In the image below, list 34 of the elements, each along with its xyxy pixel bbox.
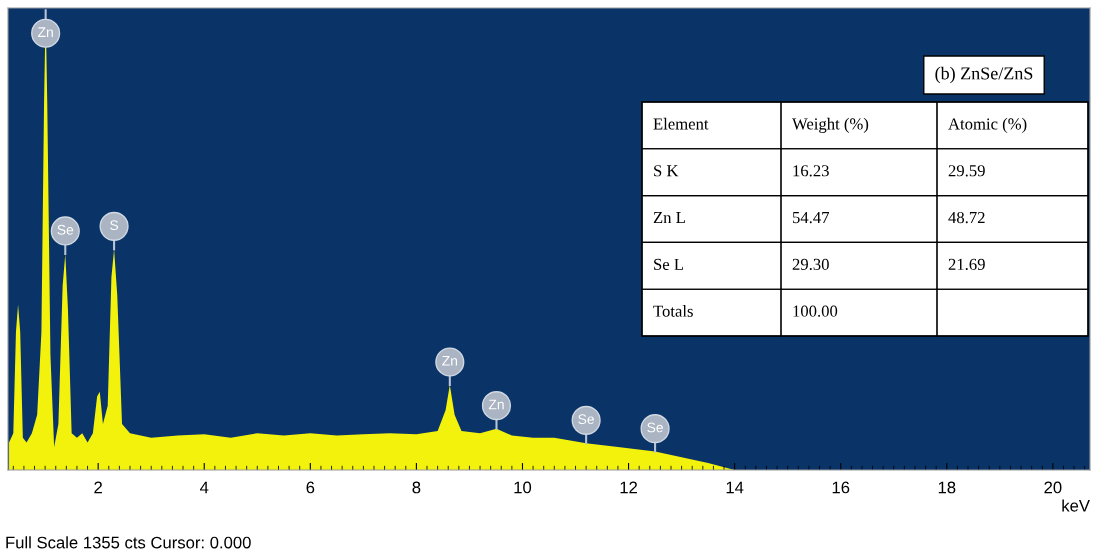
annotation: 16.23 bbox=[793, 165, 829, 177]
x-tick-label: 4 bbox=[199, 481, 209, 494]
x-tick-label: 8 bbox=[412, 481, 421, 494]
annotation: 100.00 bbox=[793, 305, 838, 317]
annotation: S bbox=[110, 220, 119, 231]
annotation: Zn bbox=[442, 356, 458, 366]
annotation: Totals bbox=[653, 305, 693, 317]
x-axis-title: keV bbox=[1062, 499, 1090, 512]
annotation: Se L bbox=[654, 258, 684, 270]
annotation: (b) ZnSe/ZnS bbox=[935, 66, 1033, 84]
text: Full Scale 1355 cts Cursor: 0.000 bbox=[6, 536, 251, 549]
x-tick-label: 18 bbox=[938, 481, 956, 494]
annotation: 48.72 bbox=[948, 211, 985, 224]
annotation: Weight (%) bbox=[792, 117, 869, 133]
x-tick-label: 6 bbox=[306, 481, 315, 494]
annotation: Se bbox=[57, 224, 74, 235]
annotation: 29.59 bbox=[948, 165, 985, 177]
annotation: Atomic (%) bbox=[948, 117, 1027, 133]
x-tick-label: 2 bbox=[94, 481, 102, 494]
x-tick-label: 20 bbox=[1044, 481, 1062, 494]
annotation: Zn bbox=[488, 399, 504, 410]
x-tick-label: 14 bbox=[726, 481, 744, 494]
annotation: 54.47 bbox=[792, 212, 830, 224]
x-tick-label: 12 bbox=[620, 481, 637, 494]
x-tick-label: 10 bbox=[514, 481, 532, 494]
annotation: Se bbox=[578, 414, 594, 425]
annotation: S K bbox=[654, 165, 679, 177]
annotation: Element bbox=[653, 117, 709, 130]
annotation: Zn bbox=[38, 27, 53, 37]
annotation: 21.69 bbox=[948, 258, 985, 271]
annotation: 29.30 bbox=[792, 258, 829, 271]
annotation: Se bbox=[647, 422, 663, 433]
x-tick-label: 16 bbox=[832, 481, 850, 494]
annotation: Zn L bbox=[653, 212, 685, 224]
